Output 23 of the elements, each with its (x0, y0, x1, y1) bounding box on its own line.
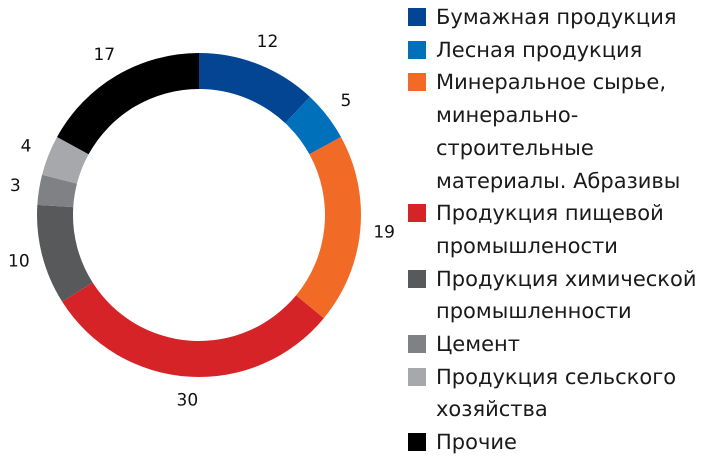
donut-slice (285, 96, 341, 154)
donut-slice (199, 53, 310, 124)
data-label: 5 (340, 91, 352, 111)
donut-slice (37, 174, 77, 208)
legend-label: Бумажная продукция (436, 4, 678, 31)
legend-label: Прочие (436, 429, 518, 456)
data-label: 4 (20, 136, 32, 157)
donut-slice (62, 282, 324, 377)
data-label: 19 (373, 222, 395, 243)
legend-label: Минеральное сырье, минерально-строительные материалы. Абразивы (436, 69, 682, 195)
donut-slice (37, 204, 93, 302)
legend-label: Продукция пищевой промышлености (436, 200, 665, 260)
legend-label: Продукция химической промышленности (436, 266, 698, 326)
legend-label: Лесная продукция (436, 36, 644, 64)
data-label: 30 (176, 390, 198, 411)
legend-label: Продукция сельского хозяйства (436, 364, 678, 424)
data-label: 10 (8, 251, 30, 272)
data-label: 3 (10, 176, 21, 196)
data-label: 17 (94, 44, 116, 65)
data-label: 12 (256, 32, 278, 52)
donut-slice (42, 136, 89, 184)
donut-slice (296, 136, 361, 318)
legend-label: Цемент (436, 331, 521, 358)
